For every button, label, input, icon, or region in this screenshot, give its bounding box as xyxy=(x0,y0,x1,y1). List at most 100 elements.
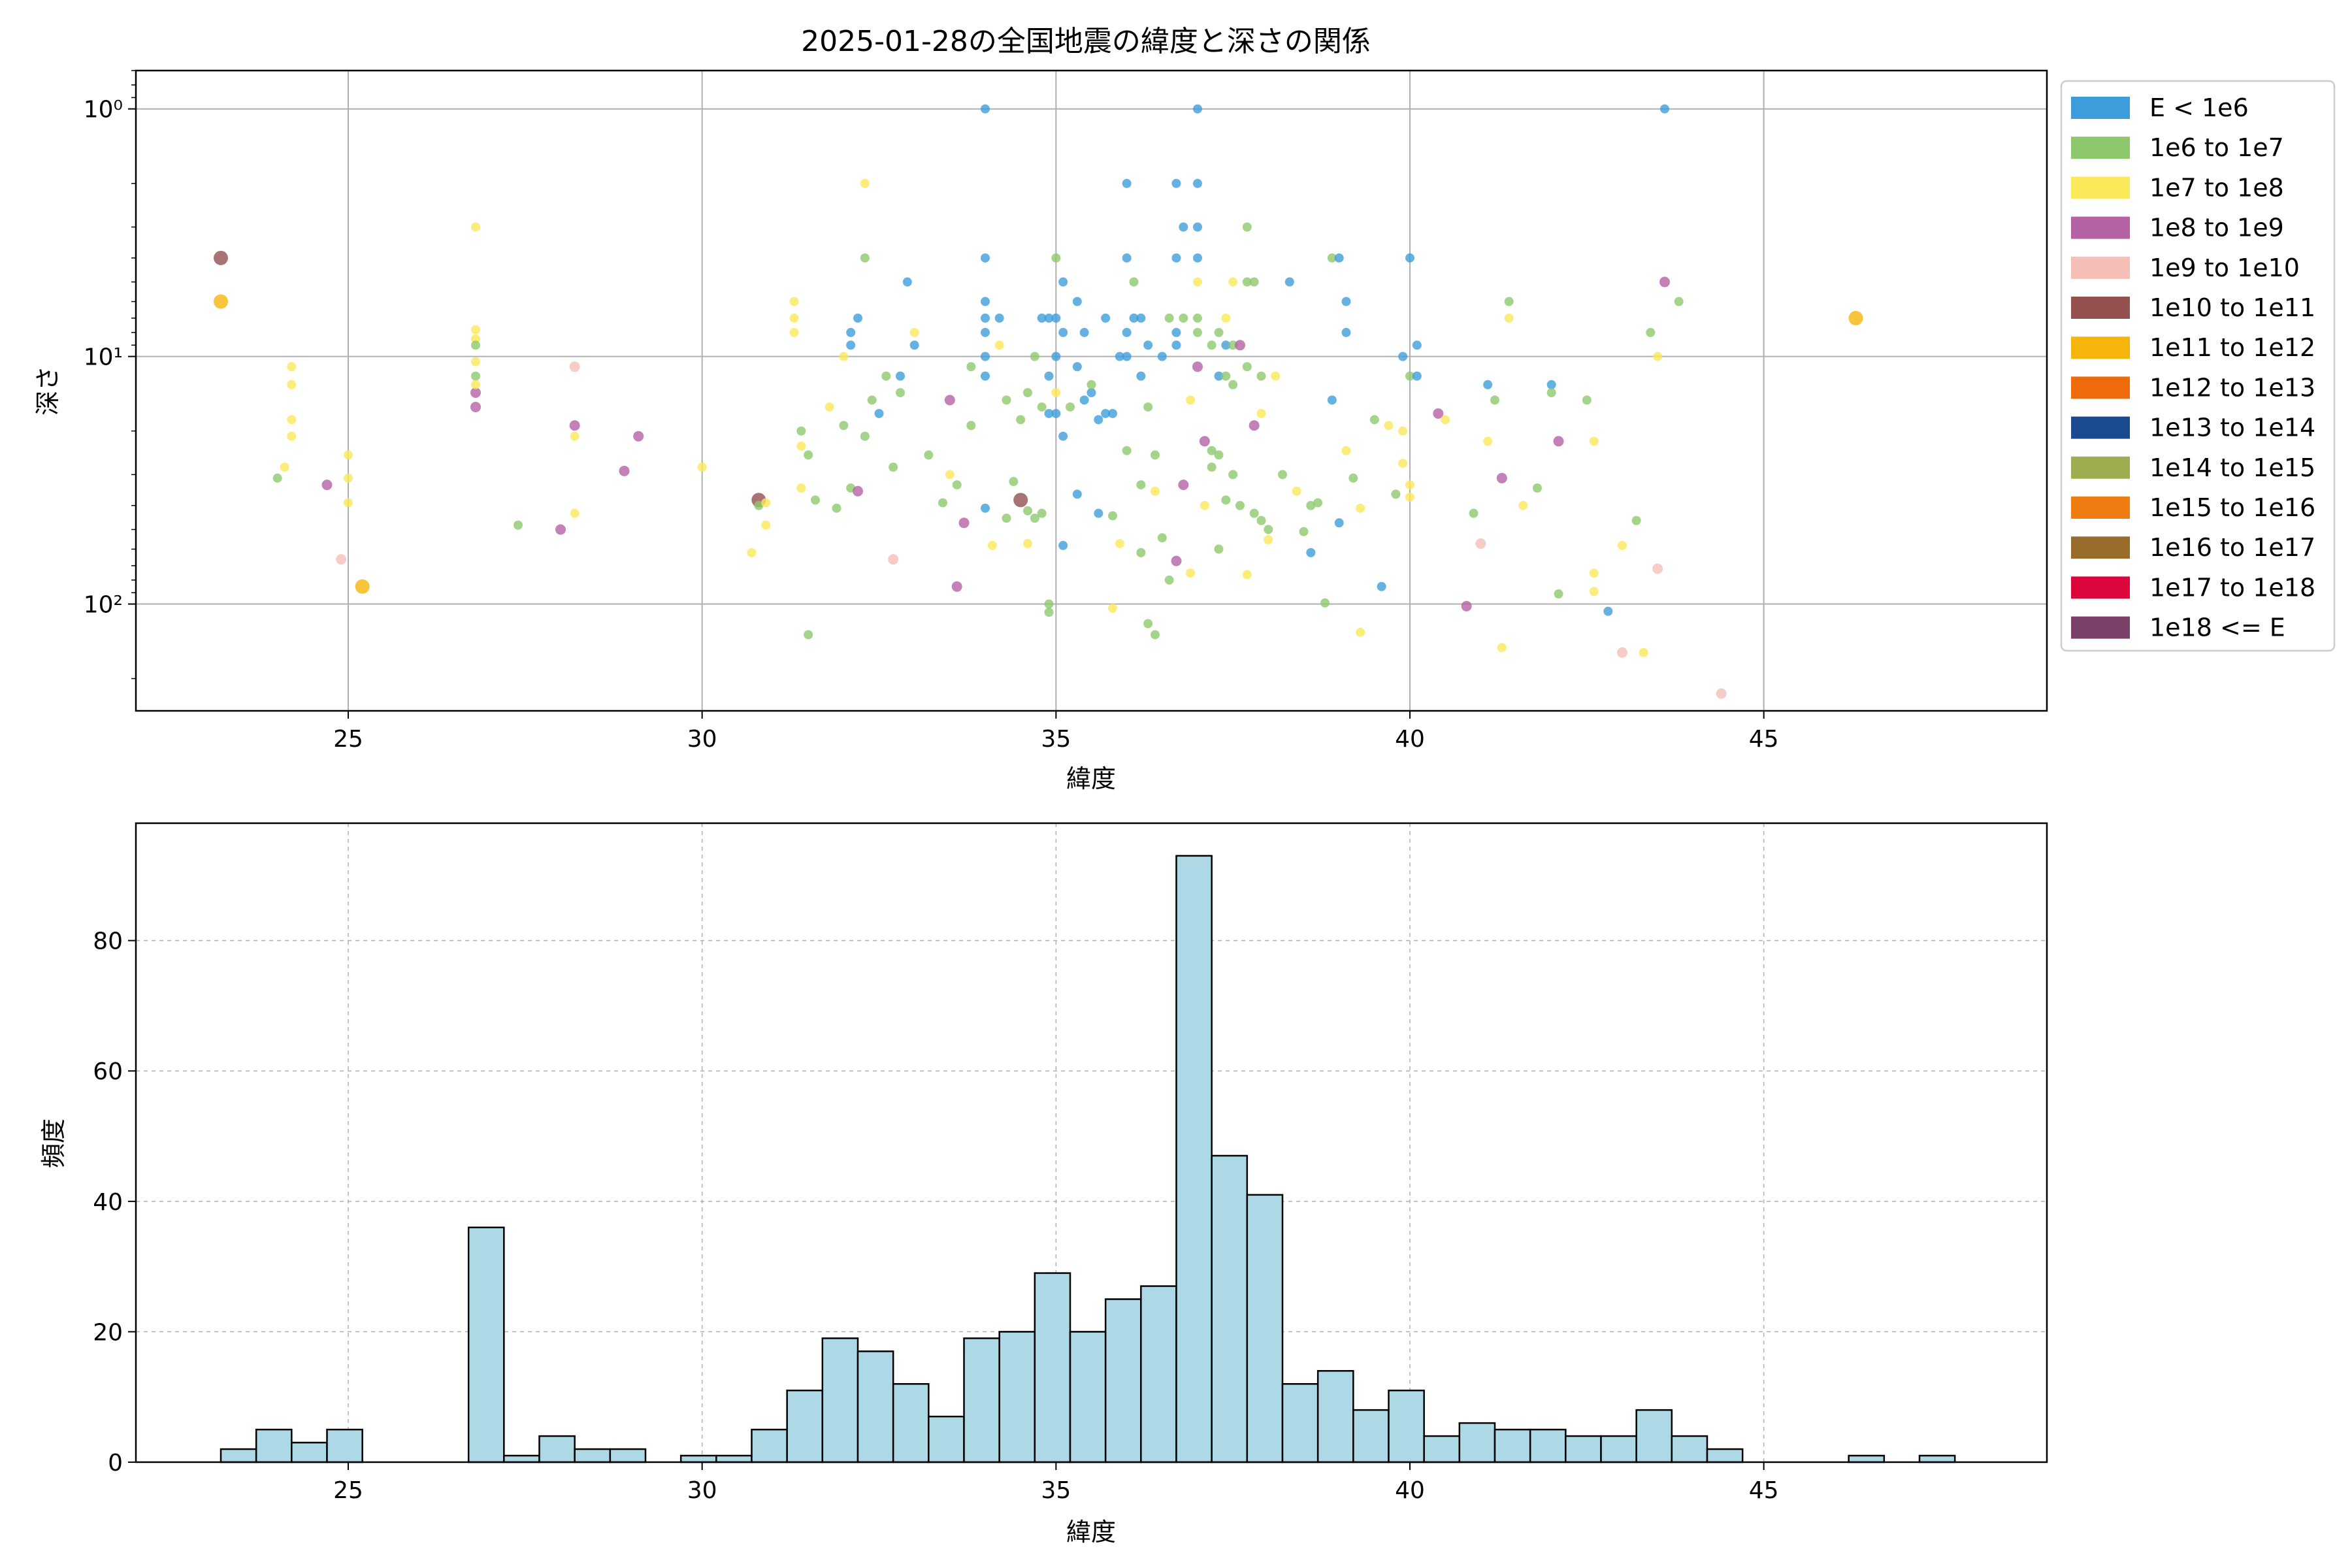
legend-label: 1e16 to 1e17 xyxy=(2149,533,2315,562)
legend-swatch xyxy=(2071,616,2130,639)
scatter-point xyxy=(287,431,297,441)
scatter-point xyxy=(1044,313,1054,323)
scatter-point xyxy=(1178,480,1189,491)
scatter-point xyxy=(1554,589,1563,599)
scatter-point xyxy=(1398,459,1408,468)
histogram-bar xyxy=(963,1337,1000,1463)
histogram-bar xyxy=(1565,1435,1602,1463)
scatter-point xyxy=(1674,297,1684,306)
scatter-point xyxy=(1618,540,1627,550)
scatter-point xyxy=(1193,277,1202,287)
scatter-point xyxy=(1207,463,1217,472)
histogram-bar xyxy=(786,1389,824,1463)
scatter-point xyxy=(1051,313,1061,323)
legend-swatch xyxy=(2071,216,2130,239)
scatter-point xyxy=(796,426,806,436)
scatter-point xyxy=(1086,380,1096,389)
scatter-point xyxy=(938,498,947,508)
scatter-point xyxy=(1044,371,1054,381)
scatter-point xyxy=(1193,178,1202,188)
scatter-point xyxy=(1327,253,1337,263)
scatter-point xyxy=(754,500,764,510)
scatter-x-tick-label: 40 xyxy=(1395,726,1425,753)
scatter-y-tick-label: 10¹ xyxy=(84,344,123,371)
scatter-point xyxy=(1136,313,1146,323)
scatter-point xyxy=(470,387,481,398)
scatter-point xyxy=(1002,395,1011,405)
histogram-x-tick-label: 45 xyxy=(1749,1477,1779,1504)
scatter-point xyxy=(981,313,990,323)
scatter-point xyxy=(1171,253,1181,263)
scatter-y-tick-label: 10² xyxy=(84,592,123,619)
scatter-point xyxy=(1143,619,1153,629)
scatter-point xyxy=(1051,408,1061,418)
scatter-point xyxy=(1058,277,1068,287)
histogram-bar xyxy=(857,1350,894,1463)
scatter-point xyxy=(1405,253,1414,263)
scatter-point xyxy=(1186,568,1196,578)
legend-swatch xyxy=(2071,536,2130,559)
scatter-point xyxy=(1398,426,1408,436)
histogram-bar xyxy=(220,1448,257,1463)
histogram-bar xyxy=(1388,1389,1425,1463)
scatter-point xyxy=(804,450,813,460)
scatter-point xyxy=(1058,540,1068,550)
scatter-point xyxy=(1044,608,1054,617)
scatter-point xyxy=(1151,630,1160,640)
scatter-point xyxy=(1603,606,1613,616)
histogram-bar xyxy=(326,1428,363,1463)
scatter-point xyxy=(1292,486,1301,496)
histogram-y-tick-label: 0 xyxy=(108,1450,123,1477)
scatter-point xyxy=(1475,538,1486,549)
scatter-point xyxy=(1256,408,1266,418)
scatter-point xyxy=(471,371,480,381)
scatter-point xyxy=(1214,327,1224,337)
scatter-point xyxy=(1200,500,1209,510)
histogram-bar xyxy=(609,1448,647,1463)
histogram-bar xyxy=(1671,1435,1708,1463)
scatter-point xyxy=(1377,581,1386,591)
scatter-point xyxy=(860,253,870,263)
scatter-x-tick-label: 25 xyxy=(333,726,363,753)
scatter-point xyxy=(1108,408,1117,418)
scatter-point xyxy=(1249,277,1259,287)
scatter-point xyxy=(1009,477,1019,487)
legend-swatch xyxy=(2071,416,2130,439)
scatter-point xyxy=(1348,473,1358,483)
scatter-point xyxy=(1391,489,1401,499)
histogram-y-label: 頻度 xyxy=(39,1119,68,1168)
scatter-point xyxy=(860,431,870,441)
scatter-title: 2025-01-28の全国地震の緯度と深さの関係 xyxy=(801,25,1371,58)
scatter-point xyxy=(853,313,862,323)
scatter-point xyxy=(471,325,480,335)
scatter-point xyxy=(471,222,480,232)
histogram-bar xyxy=(821,1337,859,1463)
scatter-point xyxy=(569,420,580,431)
histogram-axes-frame xyxy=(135,822,2048,1463)
scatter-point xyxy=(1214,450,1224,460)
histogram-bar xyxy=(1600,1435,1637,1463)
scatter-point xyxy=(1546,387,1556,397)
scatter-point xyxy=(1122,446,1132,455)
legend-label: 1e10 to 1e11 xyxy=(2149,293,2315,322)
scatter-point xyxy=(1051,253,1061,263)
histogram-bar xyxy=(1246,1194,1284,1463)
legend-label: 1e8 to 1e9 xyxy=(2149,214,2284,242)
scatter-point xyxy=(471,340,480,350)
scatter-point xyxy=(471,357,480,367)
scatter-point xyxy=(1433,408,1444,419)
legend-label: 1e11 to 1e12 xyxy=(2149,333,2315,362)
scatter-point xyxy=(1228,380,1238,389)
scatter-point xyxy=(1341,446,1351,455)
histogram-x-tick-label: 40 xyxy=(1395,1477,1425,1504)
scatter-point xyxy=(1143,402,1153,412)
scatter-point xyxy=(1228,470,1238,480)
scatter-point xyxy=(1221,371,1231,381)
histogram-y-tick-label: 40 xyxy=(93,1189,123,1216)
legend-label: 1e18 <= E xyxy=(2149,613,2285,642)
scatter-point xyxy=(1002,514,1011,523)
histogram-bar xyxy=(1352,1409,1390,1463)
scatter-x-ticks: 25 30 35 40 45 xyxy=(333,711,1779,753)
scatter-point xyxy=(1151,486,1160,496)
scatter-point xyxy=(1242,570,1252,580)
